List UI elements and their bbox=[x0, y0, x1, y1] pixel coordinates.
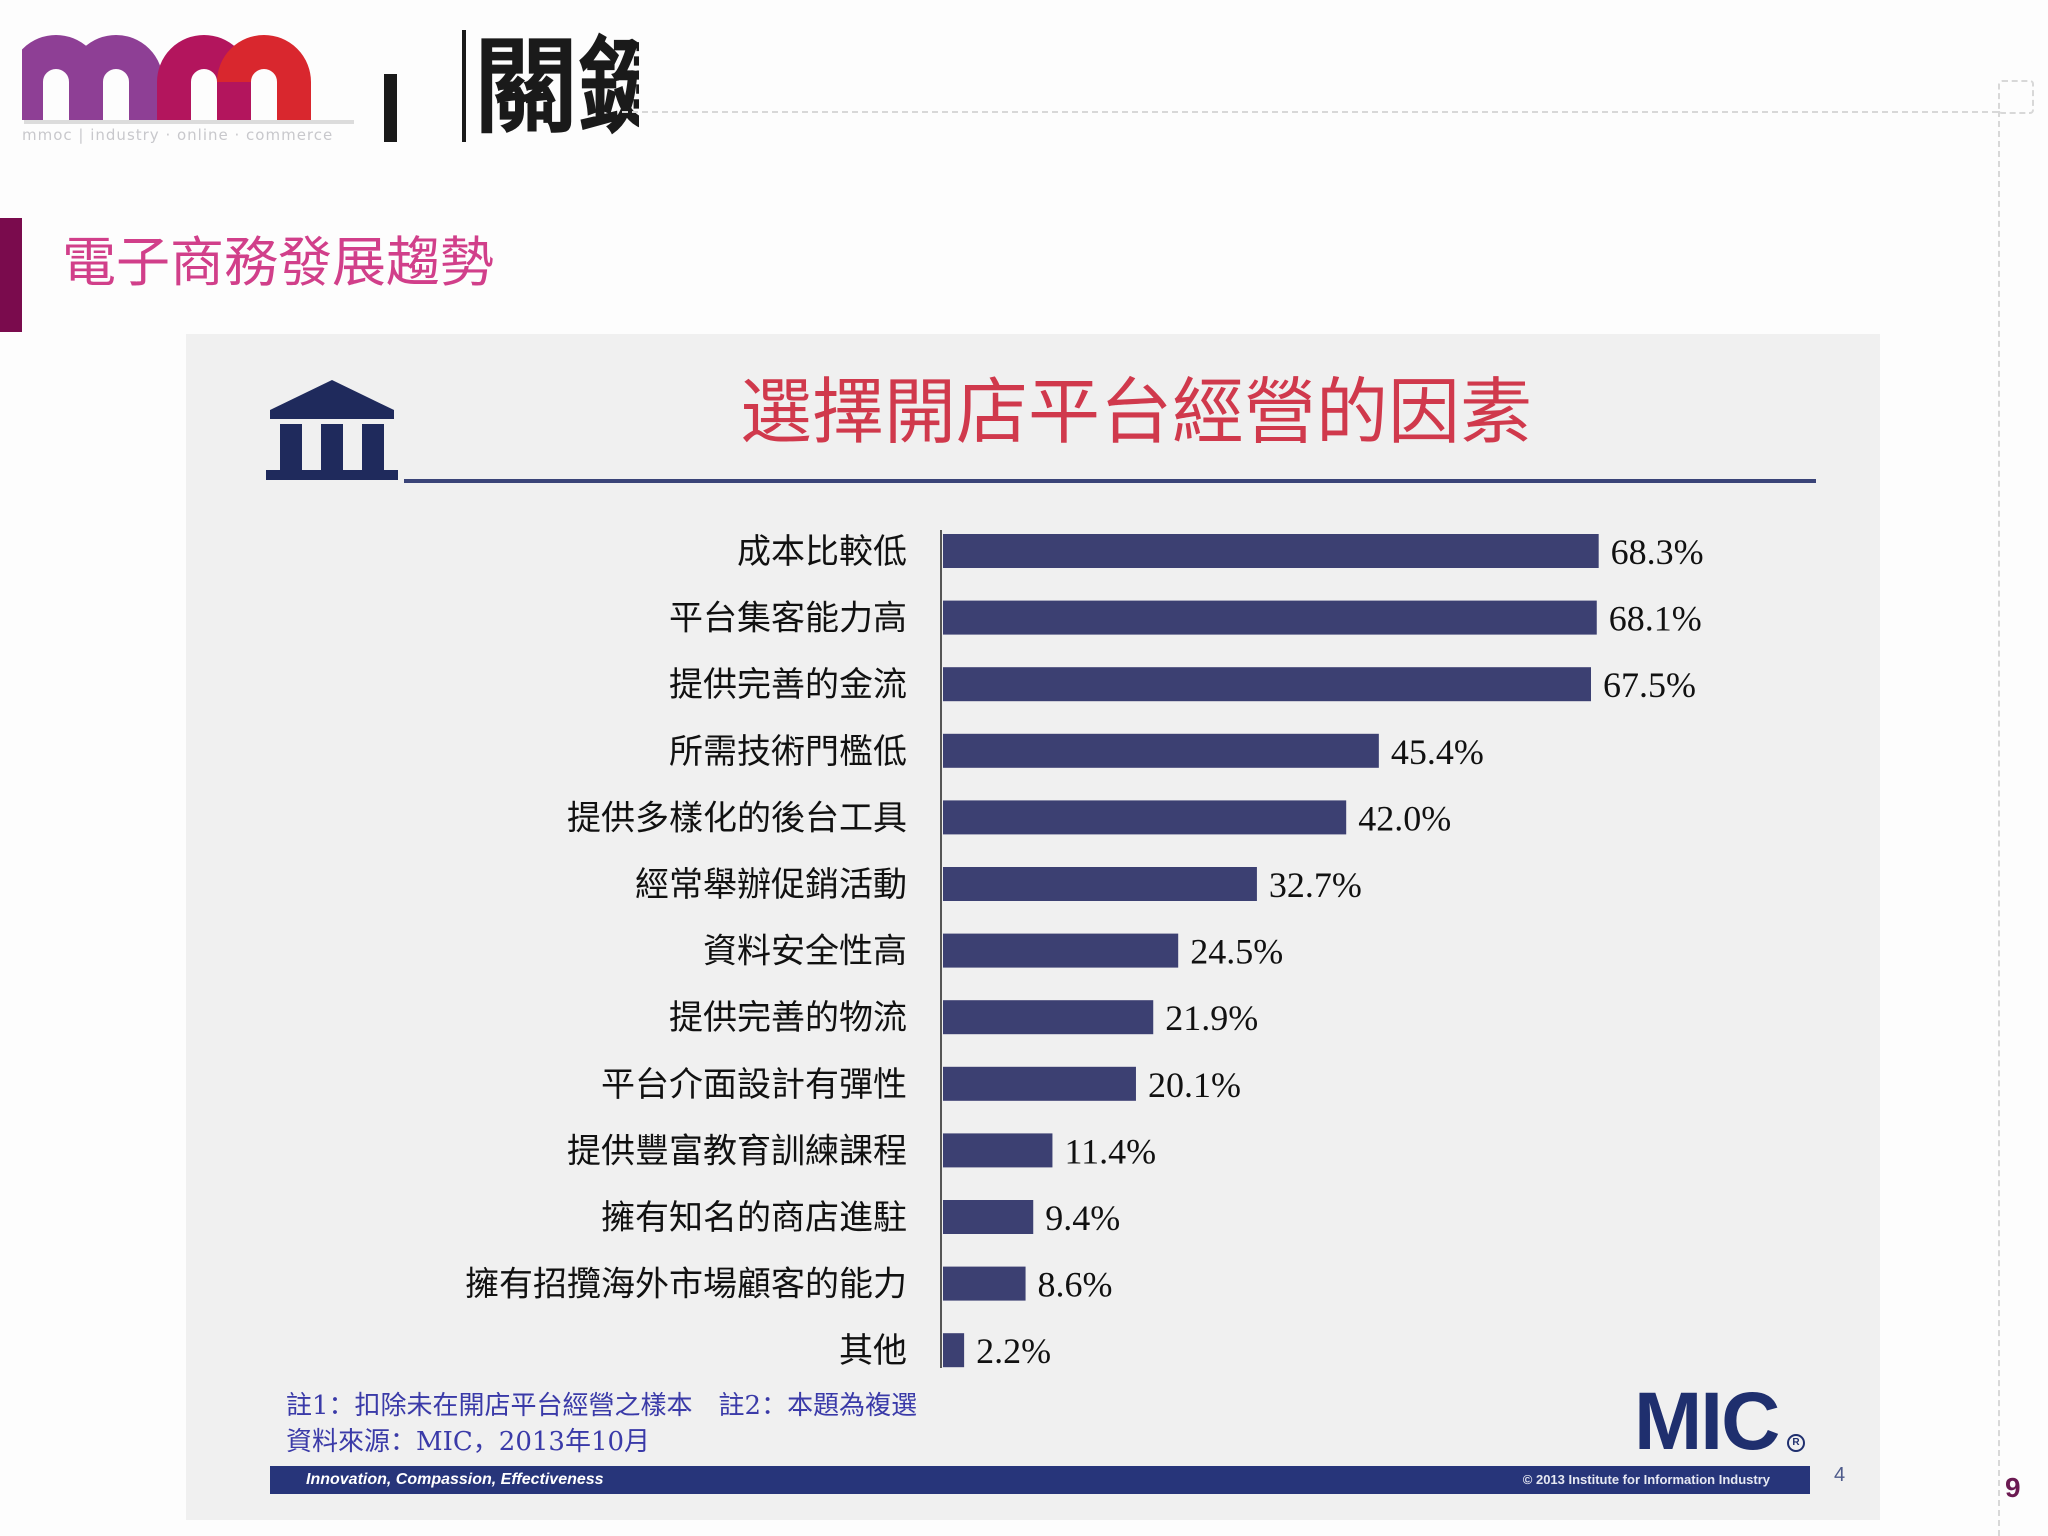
data-label: 32.7% bbox=[1269, 865, 1362, 905]
logo-divider bbox=[384, 74, 397, 142]
bar bbox=[943, 867, 1257, 901]
bar bbox=[943, 800, 1347, 835]
category-label: 成本比較低 bbox=[737, 532, 907, 572]
logo-subtext: mmoc | industry · online · commerce bbox=[22, 126, 334, 144]
chart-title: 選擇開店平台經營的因素 bbox=[739, 370, 1532, 454]
bar bbox=[943, 1200, 1034, 1234]
category-label: 平台集客能力高 bbox=[669, 599, 907, 639]
chart-notes: 註1：扣除未在開店平台經營之樣本 註2：本題為複選 資料來源：MIC，2013年… bbox=[286, 1388, 917, 1460]
bank-icon bbox=[266, 380, 398, 480]
bar bbox=[943, 1066, 1136, 1101]
page-title: 電子商務發展趨勢 bbox=[62, 231, 494, 294]
data-label: 9.4% bbox=[1045, 1198, 1120, 1238]
data-label: 68.1% bbox=[1609, 599, 1702, 639]
chart-source: 資料來源：MIC，2013年10月 bbox=[286, 1427, 651, 1457]
slide-frame-corner bbox=[1998, 80, 2034, 114]
category-label: 提供完善的物流 bbox=[669, 998, 907, 1038]
chart-title-rule bbox=[404, 479, 1816, 483]
title-accent-bar bbox=[0, 218, 22, 332]
bar bbox=[943, 1333, 965, 1368]
category-label: 經常舉辦促銷活動 bbox=[635, 865, 907, 905]
slide-number: 4 bbox=[1834, 1464, 1846, 1486]
slide-frame-line bbox=[622, 111, 1998, 113]
page-number: 9 bbox=[2005, 1472, 2021, 1503]
category-label: 擁有招攬海外市場顧客的能力 bbox=[465, 1265, 907, 1305]
bar bbox=[943, 667, 1591, 702]
category-label: 提供多樣化的後台工具 bbox=[567, 798, 907, 838]
category-label: 擁有知名的商店進駐 bbox=[601, 1198, 907, 1238]
data-label: 2.2% bbox=[976, 1331, 1051, 1371]
footer-motto: Innovation, Compassion, Effectiveness bbox=[306, 1471, 604, 1488]
logo-divider bbox=[462, 30, 466, 142]
data-label: 11.4% bbox=[1064, 1131, 1156, 1171]
bars-group: 成本比較低 68.3% 平台集客能力高 68.1% 提供完善的金流 67.5% 所需技術門檻… bbox=[465, 532, 1704, 1371]
registered-mark-icon: R bbox=[1787, 1434, 1805, 1452]
data-label: 8.6% bbox=[1038, 1265, 1113, 1305]
company-logo: 關鍵 mmoc | industry · online · commerce bbox=[22, 22, 639, 147]
bar bbox=[943, 1133, 1053, 1168]
data-label: 21.9% bbox=[1165, 998, 1258, 1038]
data-label: 45.4% bbox=[1391, 732, 1484, 772]
data-label: 20.1% bbox=[1148, 1065, 1241, 1105]
bar bbox=[943, 1000, 1154, 1035]
data-label: 68.3% bbox=[1611, 532, 1704, 572]
footer-copyright: © 2013 Institute for Information Industr… bbox=[1522, 1472, 1770, 1487]
bar bbox=[943, 1266, 1026, 1301]
bar-chart: 成本比較低 68.3% 平台集客能力高 68.1% 提供完善的金流 67.5% 所需技術門檻… bbox=[465, 530, 1704, 1371]
data-label: 67.5% bbox=[1603, 665, 1696, 705]
bar bbox=[943, 600, 1597, 635]
logo-text: 關鍵 bbox=[474, 28, 639, 146]
mic-brand-logo: MIC bbox=[1634, 1376, 1780, 1467]
category-label: 其他 bbox=[839, 1331, 907, 1371]
category-label: 提供完善的金流 bbox=[669, 665, 907, 705]
data-label: 42.0% bbox=[1358, 798, 1451, 838]
slide-frame-line bbox=[1998, 111, 2000, 1536]
data-label: 24.5% bbox=[1190, 932, 1283, 972]
chart-note-1: 註1：扣除未在開店平台經營之樣本 註2：本題為複選 bbox=[286, 1391, 918, 1421]
mm-logo-icon bbox=[22, 35, 354, 124]
bar bbox=[943, 534, 1599, 568]
category-label: 所需技術門檻低 bbox=[669, 732, 907, 772]
category-label: 提供豐富教育訓練課程 bbox=[567, 1131, 907, 1171]
category-label: 平台介面設計有彈性 bbox=[601, 1065, 907, 1105]
category-label: 資料安全性高 bbox=[703, 932, 907, 972]
bar bbox=[943, 933, 1179, 968]
chart-footer-bar: Innovation, Compassion, Effectiveness © … bbox=[270, 1466, 1810, 1494]
bar bbox=[943, 733, 1379, 768]
chart-slide: 選擇開店平台經營的因素 成本比較低 68.3% 平台集客能力高 68.1% 提供完善的金… bbox=[186, 334, 1880, 1520]
